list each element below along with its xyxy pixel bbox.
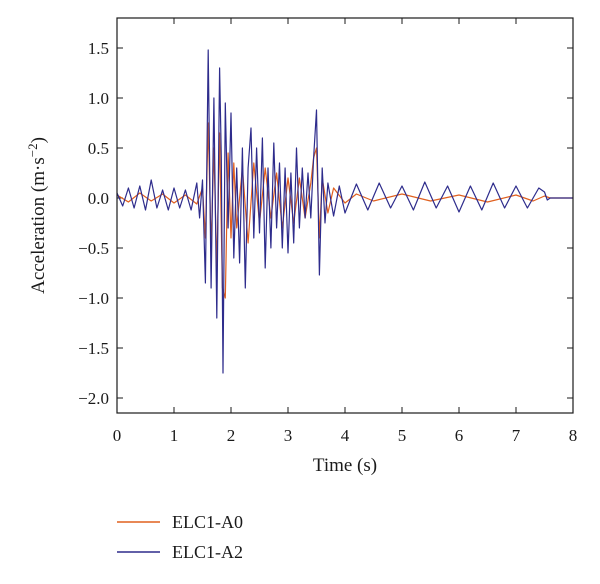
y-tick-label: 0.0	[88, 189, 109, 208]
x-tick-label: 7	[512, 426, 521, 445]
legend-label-elc1-a2: ELC1-A2	[172, 542, 243, 562]
x-tick-label: 3	[284, 426, 293, 445]
series-layer	[116, 49, 573, 374]
y-tick-label: −0.5	[78, 239, 109, 258]
x-axis-ticks: 0 1 2 3 4 5 6 7 8	[113, 18, 578, 445]
plot-frame	[116, 17, 574, 414]
x-tick-label: 4	[341, 426, 350, 445]
legend-label-elc1-a0: ELC1-A0	[172, 512, 243, 532]
series-line-elc1-a2	[116, 49, 573, 374]
y-axis-ticks: −2.0 −1.5 −1.0 −0.5 0.0 0.5 1.0 1.5	[78, 39, 573, 408]
x-tick-label: 8	[569, 426, 578, 445]
y-axis-title-main: Acceleration (m·s	[28, 157, 49, 294]
x-tick-label: 1	[170, 426, 179, 445]
x-tick-label: 5	[398, 426, 407, 445]
y-tick-label: −1.5	[78, 339, 109, 358]
x-axis-title: Time (s)	[313, 455, 377, 476]
y-axis-title-superscript: −2	[25, 143, 40, 157]
y-tick-label: 1.5	[88, 39, 109, 58]
y-tick-label: −2.0	[78, 389, 109, 408]
y-axis-title-tail: )	[28, 137, 49, 143]
y-tick-label: 1.0	[88, 89, 109, 108]
y-axis-title: Acceleration (m·s−2)	[25, 137, 49, 294]
x-tick-label: 6	[455, 426, 464, 445]
x-tick-label: 0	[113, 426, 122, 445]
x-tick-label: 2	[227, 426, 236, 445]
legend: ELC1-A0 ELC1-A2	[117, 512, 243, 562]
y-tick-label: −1.0	[78, 289, 109, 308]
y-tick-label: 0.5	[88, 139, 109, 158]
